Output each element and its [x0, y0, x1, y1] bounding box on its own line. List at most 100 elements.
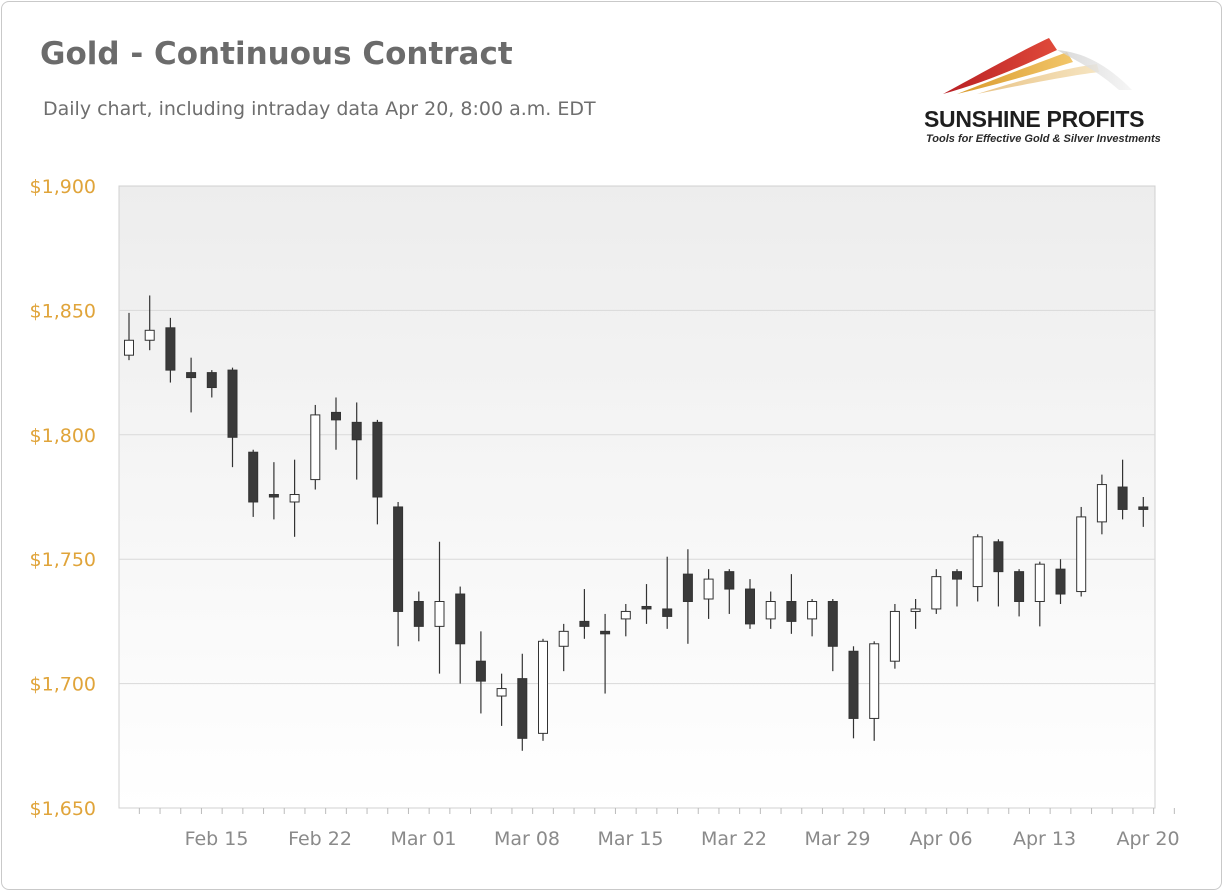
candle — [827, 599, 838, 672]
y-tick-label: $1,900 — [30, 176, 96, 198]
candle — [952, 569, 962, 607]
candle — [310, 404, 321, 490]
candle-body-up — [289, 494, 300, 503]
x-tick-label: Apr 06 — [909, 828, 972, 850]
candle-body-down — [517, 678, 528, 739]
candle-body-down — [206, 372, 217, 389]
candle-body-down — [641, 605, 652, 610]
candle-body-down — [1014, 571, 1025, 602]
candle — [889, 603, 900, 669]
x-tick-label: Mar 08 — [494, 828, 560, 850]
candle — [641, 584, 652, 624]
candle-body-up — [124, 339, 134, 356]
y-tick-label: $1,700 — [30, 674, 96, 696]
candle-body-up — [538, 640, 548, 734]
logo-name: SUNSHINE PROFITS — [924, 106, 1145, 132]
candle — [1076, 506, 1087, 597]
candle-body-up — [496, 688, 507, 697]
y-tick-label: $1,750 — [30, 549, 96, 571]
chart-title: Gold - Continuous Contract — [40, 36, 513, 72]
candle-body-up — [144, 329, 155, 341]
candle — [600, 613, 611, 694]
candle-body-up — [1076, 516, 1087, 593]
logo-swoosh-icon — [943, 38, 1132, 94]
candle-body-up — [869, 643, 880, 719]
candle-body-down — [475, 660, 486, 682]
candle-body-up — [310, 414, 321, 481]
candle-body-up — [1096, 484, 1107, 523]
candle — [786, 574, 797, 634]
candle-body-down — [786, 600, 797, 622]
candle — [745, 579, 755, 629]
candle — [1055, 559, 1066, 604]
candle — [517, 653, 528, 751]
candle — [765, 591, 776, 629]
candle — [227, 367, 238, 468]
candle-body-up — [889, 610, 900, 662]
candle — [248, 449, 259, 517]
candle — [910, 599, 921, 629]
candle — [289, 459, 300, 537]
candle-body-down — [1138, 506, 1149, 510]
candle — [455, 586, 466, 684]
candle — [972, 534, 983, 602]
candle-body-down — [1055, 568, 1066, 595]
candle-body-down — [351, 421, 362, 441]
candle — [351, 402, 362, 480]
x-tick-label: Feb 22 — [288, 828, 352, 850]
candle — [869, 641, 880, 741]
y-tick-label: $1,850 — [30, 300, 96, 322]
candle-body-up — [620, 610, 631, 620]
candle — [703, 569, 714, 619]
candle-body-up — [558, 630, 569, 647]
candle — [393, 501, 404, 647]
candle-body-down — [413, 600, 424, 627]
candle — [1117, 459, 1128, 520]
candle — [558, 623, 569, 672]
candle — [807, 599, 818, 637]
y-tick-label: $1,800 — [30, 425, 96, 447]
candle-body-down — [827, 600, 838, 647]
candle-body-down — [579, 620, 590, 627]
candle-body-up — [434, 600, 445, 627]
candle-body-down — [682, 573, 693, 602]
candle — [620, 603, 631, 637]
candle-body-up — [807, 600, 818, 620]
candle-body-down — [952, 571, 962, 580]
candle-body-down — [165, 327, 176, 371]
candle — [206, 370, 217, 398]
candle-body-down — [227, 369, 238, 438]
candle — [124, 312, 134, 361]
candle-body-down — [745, 588, 755, 625]
x-tick-label: Feb 15 — [185, 828, 249, 850]
logo-tagline: Tools for Effective Gold & Silver Invest… — [926, 133, 1161, 145]
candle — [662, 556, 673, 629]
candle-body-up — [703, 578, 714, 600]
candles — [124, 295, 1149, 751]
y-axis: $1,650 $1,700 $1,750 $1,800 $1,850 $1,900 — [30, 176, 96, 820]
sunshine-profits-logo: SUNSHINE PROFITS Tools for Effective Gol… — [907, 30, 1167, 165]
candle-body-down — [186, 372, 197, 379]
candle — [268, 462, 279, 520]
candle-body-up — [931, 576, 942, 610]
y-tick-label: $1,650 — [30, 798, 96, 820]
candle-body-down — [248, 451, 259, 503]
x-tick-label: Mar 15 — [597, 828, 663, 850]
x-tick-label: Mar 22 — [701, 828, 767, 850]
candle-body-up — [1034, 563, 1045, 602]
candle-body-down — [331, 411, 341, 421]
x-tick-label: Mar 29 — [804, 828, 870, 850]
candle — [496, 673, 507, 726]
candle-body-down — [724, 571, 735, 590]
candle-body-up — [972, 536, 983, 588]
candle — [434, 541, 445, 674]
candle — [144, 295, 155, 351]
candle-body-down — [600, 630, 611, 635]
candle — [165, 317, 176, 383]
candle — [1096, 474, 1107, 535]
candle-body-down — [848, 650, 859, 719]
candle-body-down — [393, 506, 404, 612]
chart-subtitle: Daily chart, including intraday data Apr… — [43, 98, 596, 120]
